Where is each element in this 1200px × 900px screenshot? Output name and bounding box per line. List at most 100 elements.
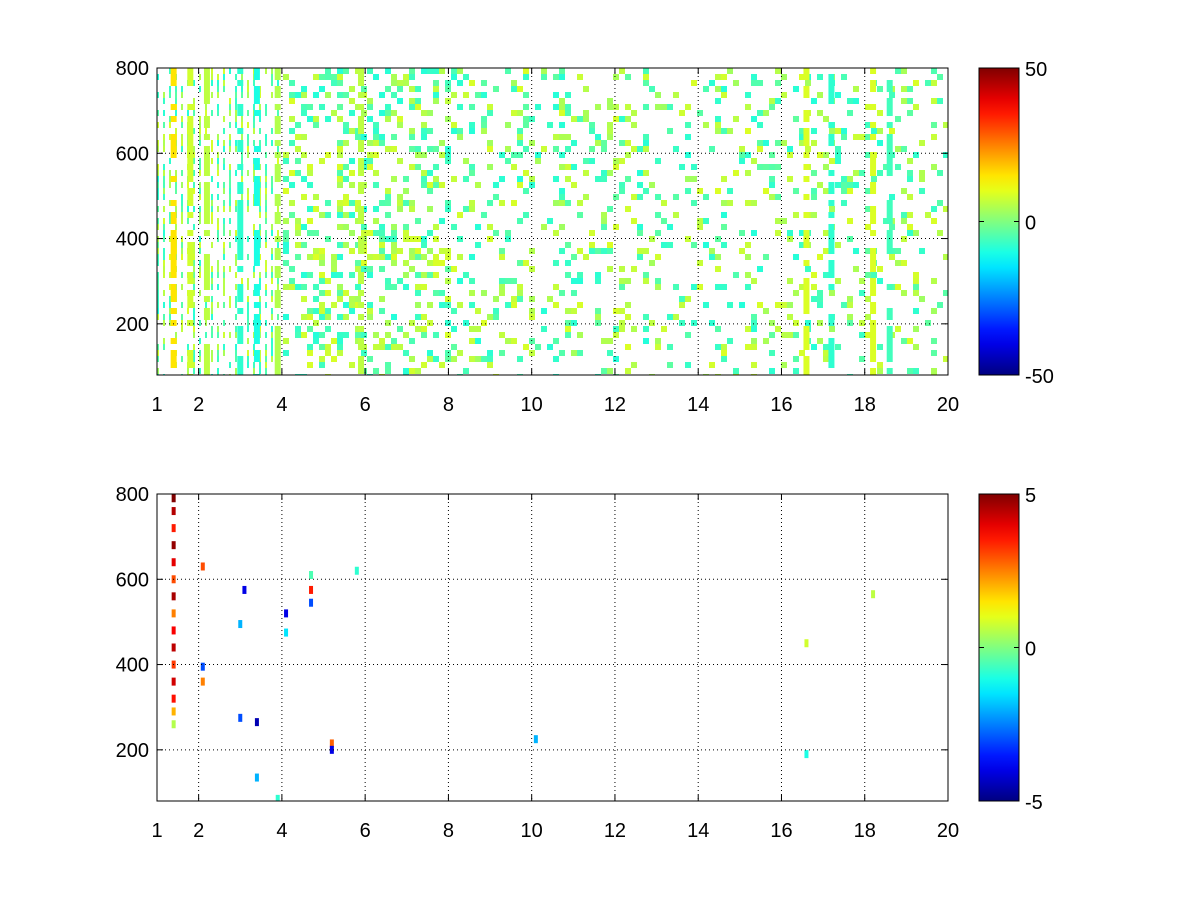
heatmap-cell — [907, 368, 913, 374]
heatmap-cell — [463, 74, 469, 80]
heatmap-cell — [271, 296, 273, 302]
heatmap-cell — [793, 188, 799, 194]
heatmap-cell — [217, 92, 219, 98]
heatmap-cell — [205, 302, 207, 308]
heatmap-cell — [295, 224, 301, 230]
heatmap-cell — [559, 164, 565, 170]
heatmap-cell — [895, 68, 901, 74]
heatmap-cell — [319, 272, 325, 278]
heatmap-cell — [379, 242, 385, 248]
heatmap-cell — [715, 326, 721, 332]
heatmap-cell — [253, 104, 255, 110]
heatmap-cell — [487, 146, 493, 152]
heatmap-band-cell — [870, 170, 877, 176]
heatmap-cell — [307, 308, 313, 314]
heatmap-cell — [307, 272, 313, 278]
heatmap-cell — [409, 206, 415, 212]
heatmap-cell — [775, 98, 781, 104]
heatmap-cell — [415, 98, 421, 104]
heatmap-cell — [247, 308, 249, 314]
heatmap-cell — [259, 302, 261, 308]
heatmap-cell — [265, 182, 267, 188]
heatmap-cell — [247, 296, 249, 302]
heatmap-cell — [481, 356, 487, 362]
heatmap-cell — [361, 164, 367, 170]
heatmap-cell — [793, 368, 799, 374]
heatmap-band-cell — [828, 134, 835, 140]
heatmap-band-cell — [828, 122, 835, 128]
heatmap-cell — [913, 368, 919, 374]
heatmap-cell — [607, 338, 613, 344]
heatmap-cell — [865, 296, 871, 302]
heatmap-cell — [523, 68, 529, 74]
heatmap-cell — [721, 356, 727, 362]
heatmap-cell — [901, 146, 907, 152]
heatmap-cell — [859, 290, 865, 296]
heatmap-cell — [865, 206, 871, 212]
heatmap-cell — [685, 188, 691, 194]
heatmap-cell — [403, 284, 409, 290]
heatmap-cell — [865, 104, 871, 110]
heatmap-cell — [391, 80, 397, 86]
heatmap-cell — [235, 236, 237, 242]
heatmap-cell — [171, 494, 176, 503]
heatmap-cell — [655, 194, 661, 200]
heatmap-cell — [325, 278, 331, 284]
heatmap-cell — [217, 224, 219, 230]
heatmap-band-cell — [357, 248, 364, 254]
heatmap-cell — [595, 320, 601, 326]
heatmap-band-cell — [187, 296, 194, 302]
heatmap-cell — [421, 170, 427, 176]
heatmap-cell — [397, 248, 403, 254]
heatmap-cell — [931, 368, 937, 374]
heatmap-cell — [259, 194, 261, 200]
heatmap-cell — [277, 230, 279, 236]
heatmap-cell — [643, 188, 649, 194]
heatmap-cell — [275, 794, 280, 801]
heatmap-band-cell — [828, 344, 835, 350]
heatmap-cell — [229, 164, 231, 170]
heatmap-cell — [433, 272, 439, 278]
heatmap-cell — [943, 152, 948, 158]
heatmap-cell — [211, 278, 213, 284]
heatmap-cell — [307, 254, 313, 260]
x-tick-label: 20 — [937, 820, 959, 842]
x-tick-label: 8 — [443, 820, 454, 842]
heatmap-cell — [307, 230, 313, 236]
heatmap-band-cell — [187, 158, 194, 164]
heatmap-cell — [254, 718, 259, 727]
heatmap-cell — [247, 356, 249, 362]
heatmap-cell — [763, 110, 769, 116]
heatmap-band-cell — [828, 170, 835, 176]
heatmap-cell — [223, 272, 225, 278]
heatmap-cell — [295, 146, 301, 152]
heatmap-cell — [733, 272, 739, 278]
heatmap-cell — [475, 242, 481, 248]
heatmap-cell — [343, 128, 349, 134]
heatmap-cell — [613, 308, 619, 314]
heatmap-cell — [157, 308, 159, 314]
heatmap-band-cell — [203, 122, 210, 128]
heatmap-cell — [859, 356, 865, 362]
heatmap-cell — [463, 158, 469, 164]
heatmap-band-cell — [870, 230, 877, 236]
heatmap-cell — [163, 194, 165, 200]
heatmap-cell — [343, 302, 349, 308]
heatmap-cell — [427, 146, 433, 152]
heatmap-cell — [223, 224, 225, 230]
heatmap-band-cell — [828, 188, 835, 194]
heatmap-band-cell — [803, 68, 810, 74]
heatmap-cell — [439, 140, 445, 146]
heatmap-cell — [277, 206, 279, 212]
heatmap-band-cell — [170, 242, 177, 248]
heatmap-cell — [157, 356, 159, 362]
heatmap-band-cell — [886, 248, 893, 254]
heatmap-cell — [169, 284, 171, 290]
heatmap-cell — [284, 628, 289, 637]
heatmap-band-cell — [803, 116, 810, 122]
heatmap-cell — [685, 296, 691, 302]
heatmap-cell — [247, 134, 249, 140]
heatmap-cell — [541, 68, 547, 74]
heatmap-cell — [595, 272, 601, 278]
heatmap-cell — [241, 278, 243, 284]
